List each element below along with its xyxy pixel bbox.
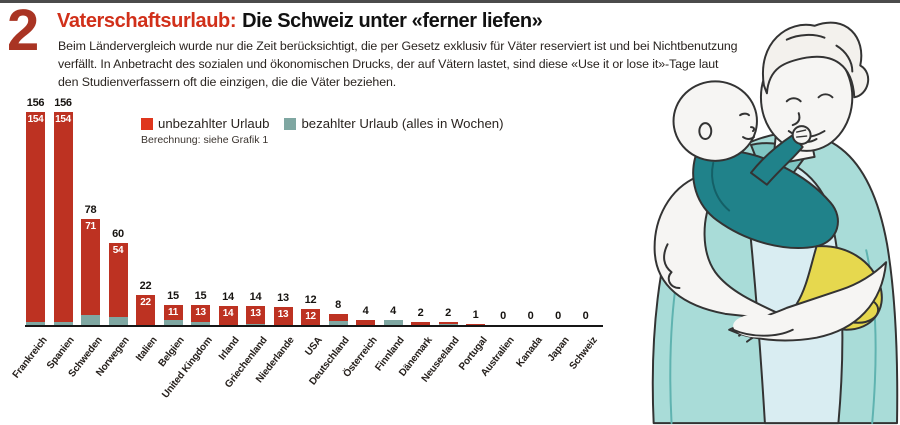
bar-segment-unpaid [466, 323, 485, 325]
bar-inside-value: 13 [195, 306, 206, 318]
title-topic: Vaterschaftsurlaub: [57, 10, 237, 32]
x-axis-labels: Frankreich Spanien Schweden Norwegen Italien… [10, 331, 605, 421]
bar-segment-unpaid: 11 [163, 304, 183, 320]
unpaid-swatch-icon [141, 117, 153, 130]
bar-segment-unpaid: 154 [26, 112, 45, 323]
bar-Belgien: 11 [163, 304, 183, 325]
bar-inside-value: 13 [250, 307, 261, 319]
bar-total-label: 156 [26, 97, 45, 110]
bar-total-label: 78 [84, 203, 97, 216]
bar-total-label: 14 [249, 290, 262, 303]
bar-segment-unpaid [328, 314, 348, 321]
bar-total-label: 0 [555, 310, 561, 322]
bar-segment-paid [53, 322, 73, 325]
bar-segment-unpaid: 13 [191, 304, 210, 323]
page-title: Vaterschaftsurlaub: Die Schweiz unter «fe… [57, 10, 543, 33]
bar-segment-paid [81, 315, 100, 325]
father-baby-illustration [651, 21, 899, 425]
bar-segment-paid [246, 323, 265, 325]
bar-United Kingdom: 13 [191, 304, 210, 325]
bar-total-label: 2 [445, 307, 451, 320]
bar-segment-paid [328, 320, 348, 325]
bar-total-label: 13 [277, 292, 289, 305]
bar-inside-value: 12 [305, 310, 316, 322]
bar-inside-value: 154 [55, 114, 71, 126]
title-statement: Die Schweiz unter «ferner liefen» [242, 10, 543, 32]
section-number: 2 [7, 0, 39, 63]
bar-Irland: 14 [218, 305, 238, 325]
bar-Österreich [356, 319, 375, 325]
bar-total-label: 4 [390, 304, 396, 317]
bar-segment-unpaid: 54 [108, 243, 128, 317]
bar-USA: 12 [301, 308, 320, 325]
bar-inside-value: 14 [222, 307, 234, 319]
intro-line-3: den Studienverfassern oft die einzigen, … [58, 74, 397, 89]
bar-inside-value: 54 [112, 245, 124, 257]
bar-segment-paid [383, 319, 403, 325]
legend-label-paid: bezahlter Urlaub (alles in Wochen) [301, 116, 504, 131]
bar-Italien: 22 [136, 294, 155, 325]
bar-total-label: 15 [194, 289, 207, 302]
bar-inside-value: 22 [140, 296, 151, 308]
chart-legend: unbezahlter Urlaub bezahlter Urlaub (all… [141, 116, 513, 146]
bar-segment-unpaid: 13 [246, 305, 265, 324]
bar-total-label: 0 [582, 310, 589, 322]
top-border [0, 0, 900, 3]
legend-item-paid: bezahlter Urlaub (alles in Wochen) [284, 116, 504, 131]
bar-segment-unpaid: 14 [218, 305, 238, 325]
bar-inside-value: 154 [27, 114, 44, 126]
bar-Griechenland: 13 [246, 305, 265, 325]
bar-segment-unpaid: 22 [136, 294, 155, 325]
bar-Deutschland [328, 314, 348, 325]
bar-total-label: 2 [417, 307, 424, 320]
bar-segment-unpaid: 154 [53, 112, 73, 323]
paid-swatch-icon [284, 117, 297, 130]
bar-Schweden: 71 [81, 218, 100, 325]
bar-inside-value: 11 [168, 306, 178, 318]
intro-line-2: verfällt. In Anbetracht des sozialen und… [58, 56, 719, 71]
legend-item-unpaid: unbezahlter Urlaub [141, 116, 269, 131]
bar-total-label: 60 [112, 228, 124, 241]
bar-Finnland [383, 319, 403, 325]
bar-total-label: 0 [527, 310, 534, 322]
bar-total-label: 156 [54, 97, 72, 110]
bar-inside-value: 71 [85, 220, 96, 232]
x-axis-line [25, 325, 603, 327]
bar-segment-unpaid [411, 322, 430, 325]
bar-Norwegen: 54 [108, 243, 128, 325]
bar-segment-paid [191, 322, 210, 325]
bar-total-label: 1 [472, 308, 479, 321]
bar-Niederlande: 13 [273, 307, 293, 325]
bar-segment-paid [163, 319, 183, 325]
legend-note: Berechnung: siehe Grafik 1 [141, 134, 269, 146]
bar-inside-value: 13 [277, 309, 289, 321]
bar-segment-unpaid: 71 [81, 218, 100, 316]
bar-total-label: 15 [167, 289, 179, 302]
bar-Neuseeland [438, 322, 458, 325]
bar-total-label: 4 [362, 304, 369, 317]
bar-Frankreich: 154 [26, 112, 45, 325]
bar-total-label: 0 [500, 310, 506, 322]
intro-line-1: Beim Ländervergleich wurde nur die Zeit … [58, 39, 738, 53]
bar-segment-paid [108, 316, 128, 325]
bar-Dänemark [411, 322, 430, 325]
legend-label-unpaid: unbezahlter Urlaub [158, 116, 270, 131]
bar-chart: 154 156 154 156 71 78 54 60 22 22 11 15 13 15 14 14 13 14… [25, 95, 605, 327]
bar-segment-unpaid: 12 [301, 308, 320, 325]
bar-segment-paid [438, 323, 458, 325]
intro-text: Beim Ländervergleich wurde nur die Zeit … [58, 38, 738, 92]
bar-segment-unpaid [438, 322, 458, 324]
bar-total-label: 12 [304, 293, 317, 306]
bar-segment-paid [26, 322, 45, 325]
bar-Spanien: 154 [53, 112, 73, 325]
bar-segment-unpaid [356, 319, 375, 325]
bar-total-label: 8 [335, 299, 341, 312]
bar-total-label: 22 [139, 279, 152, 292]
bar-total-label: 14 [222, 290, 234, 303]
bar-Portugal [466, 323, 485, 325]
bar-segment-unpaid: 13 [273, 307, 293, 325]
